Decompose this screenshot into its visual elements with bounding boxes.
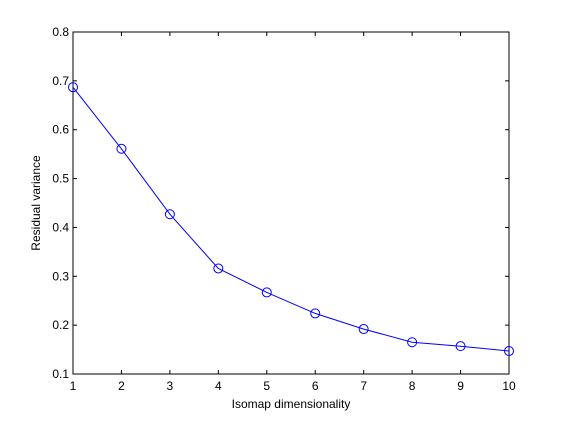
y-tick-label: 0.2 (52, 318, 69, 332)
y-tick-label: 0.1 (52, 367, 69, 381)
data-point (116, 143, 127, 154)
y-tick-label: 0.7 (52, 74, 69, 88)
x-tick-label: 3 (167, 379, 174, 393)
y-axis: 0.1 0.2 0.3 0.4 0.5 0.6 0.7 0.8 (52, 25, 509, 381)
data-point (407, 337, 418, 348)
x-axis-label: Isomap dimensionality (232, 397, 351, 411)
series-layer (68, 82, 514, 357)
x-tick-label: 4 (215, 379, 222, 393)
data-point (358, 324, 369, 335)
y-tick-label: 0.4 (52, 220, 69, 234)
y-axis-label: Residual variance (29, 155, 43, 251)
plot-area (72, 31, 510, 375)
x-tick-label: 6 (312, 379, 319, 393)
x-tick-label: 2 (118, 379, 125, 393)
data-point (261, 287, 272, 298)
data-point (455, 341, 466, 352)
data-point (310, 308, 321, 319)
x-axis: 1 2 3 4 5 6 7 8 9 10 (70, 32, 516, 393)
data-point (68, 82, 78, 93)
y-tick-label: 0.6 (52, 123, 69, 137)
data-point (213, 263, 224, 274)
x-tick-label: 8 (409, 379, 416, 393)
x-tick-label: 9 (457, 379, 464, 393)
series-line (72, 86, 510, 352)
y-tick-label: 0.8 (52, 25, 69, 39)
x-tick-label: 7 (360, 379, 367, 393)
x-tick-label: 10 (502, 379, 516, 393)
x-tick-label: 1 (70, 379, 77, 393)
x-tick-label: 5 (263, 379, 270, 393)
data-point (504, 346, 514, 357)
y-tick-label: 0.5 (52, 172, 69, 186)
data-point (164, 209, 175, 220)
y-tick-label: 0.3 (52, 269, 69, 283)
